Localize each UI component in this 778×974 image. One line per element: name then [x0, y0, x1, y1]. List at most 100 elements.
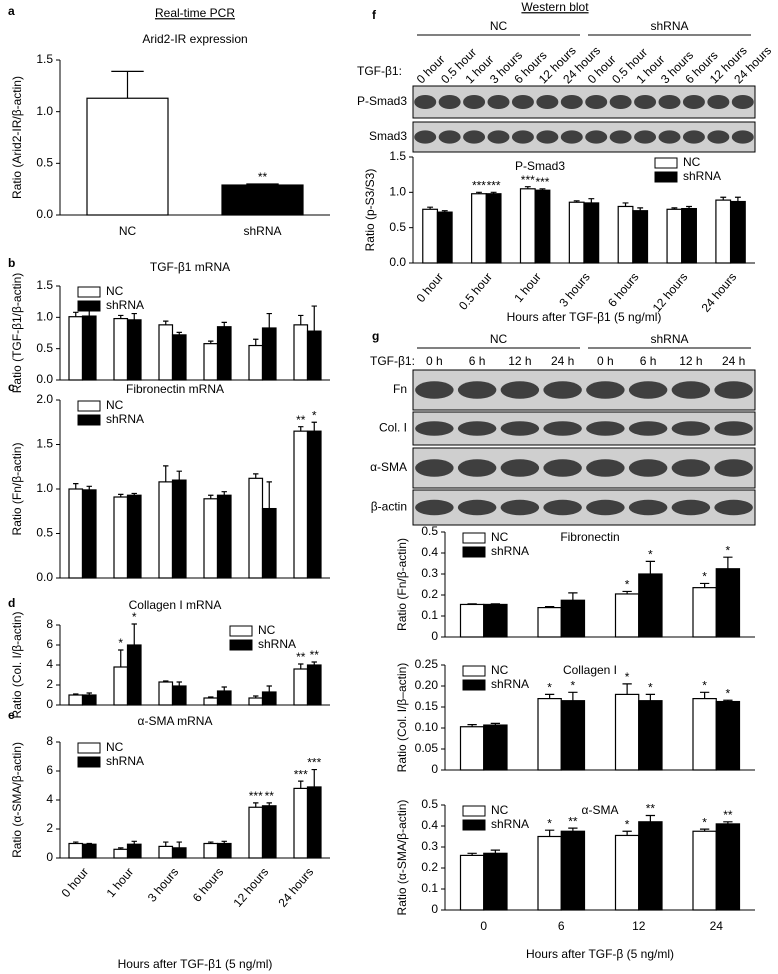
error-bar	[131, 492, 137, 496]
panel-letter: f	[372, 8, 377, 22]
error-bar	[467, 852, 477, 856]
error-bar	[671, 207, 678, 210]
error-bar	[131, 840, 137, 845]
bar	[715, 568, 741, 638]
significance: *	[547, 681, 552, 695]
bar	[306, 430, 322, 579]
y-tick-label: 2.0	[36, 392, 53, 406]
lane-label: 0 h	[426, 354, 443, 368]
legend-label: NC	[106, 398, 124, 412]
legend-label: NC	[491, 803, 509, 817]
error-bar	[622, 830, 632, 836]
chart-title: Fibronectin	[560, 530, 619, 544]
blot-band	[438, 94, 461, 110]
blot-band	[438, 130, 461, 144]
legend-label: shRNA	[491, 544, 529, 558]
blot-band	[707, 130, 730, 144]
significance: *	[726, 543, 731, 557]
blot-band	[415, 499, 454, 516]
bar	[715, 199, 732, 264]
bar	[216, 326, 232, 381]
blot-band	[536, 130, 559, 144]
error-bar	[86, 485, 92, 490]
x-tick-label: 0 hour	[59, 865, 92, 900]
bar	[216, 842, 232, 859]
blot-band	[634, 130, 657, 144]
significance: ***	[307, 756, 321, 770]
chart-title: α-SMA mRNA	[138, 714, 213, 728]
y-axis-label: Ratio (Fn/β-actin)	[395, 538, 409, 631]
bar	[534, 189, 551, 264]
lane-label: 0 h	[597, 354, 614, 368]
error-bar	[720, 196, 727, 201]
bar	[158, 681, 174, 706]
bar	[216, 494, 232, 579]
error-bar	[588, 198, 595, 203]
bar	[617, 205, 634, 264]
error-bar	[568, 691, 578, 701]
error-bar	[266, 685, 272, 692]
error-bar	[221, 491, 227, 496]
x-tick-label: 0	[480, 919, 487, 933]
chart-title: Collagen I	[563, 663, 617, 677]
lane-label: 6 h	[469, 354, 486, 368]
y-tick-label: 0	[46, 850, 53, 864]
blot-band	[560, 130, 583, 144]
blot-band	[415, 459, 454, 477]
blot-band	[609, 130, 632, 144]
significance: *	[312, 408, 317, 422]
legend-label: NC	[258, 623, 276, 637]
chart-title: α-SMA	[582, 803, 619, 817]
bar	[248, 477, 264, 579]
blot-band	[586, 459, 625, 477]
bar	[436, 211, 453, 264]
lane-label: 24 h	[551, 354, 574, 368]
blot-band	[511, 94, 534, 110]
chart-header: Real-time PCR	[155, 6, 235, 20]
bar	[261, 507, 277, 579]
bar	[248, 344, 264, 381]
legend-swatch	[462, 532, 486, 544]
blot-band	[585, 130, 608, 144]
y-tick-label: 1.5	[36, 52, 53, 66]
legend-swatch	[77, 742, 101, 754]
x-tick-label: 6 hours	[190, 865, 226, 905]
blot-band	[731, 94, 754, 110]
error-bar	[266, 481, 272, 509]
bar	[113, 666, 129, 706]
blot-band	[628, 381, 668, 399]
bar	[537, 606, 562, 638]
blot-band	[457, 459, 497, 477]
bar	[81, 315, 97, 381]
error-bar	[176, 470, 182, 481]
lane-label: 12 h	[679, 354, 702, 368]
error-bar	[699, 691, 710, 699]
y-axis-label: Ratio (Col. I/β–actin)	[395, 663, 409, 773]
y-tick-label: 0	[431, 762, 438, 776]
error-bar	[298, 663, 304, 669]
blot-band	[543, 499, 582, 516]
error-bar	[544, 693, 555, 699]
bar	[692, 587, 717, 638]
y-tick-label: 0.10	[415, 720, 439, 734]
error-bar	[266, 312, 272, 328]
legend-swatch	[462, 679, 486, 691]
error-bar	[246, 183, 279, 186]
blot-band	[628, 499, 668, 516]
y-tick-label: 0.0	[389, 255, 406, 269]
significance: *	[547, 816, 552, 830]
error-bar	[118, 493, 124, 498]
y-tick-label: 1.0	[36, 310, 53, 324]
error-bar	[208, 841, 214, 844]
treatment-label: TGF-β1:	[357, 64, 402, 78]
error-bar	[490, 191, 497, 194]
blot-band	[457, 499, 497, 516]
blot-band	[536, 94, 559, 110]
x-axis-label: Hours after TGF-β1 (5 ng/ml)	[118, 957, 273, 971]
lane-label: 6 h	[640, 354, 657, 368]
error-bar	[622, 202, 629, 207]
y-tick-label: 8	[46, 617, 53, 631]
bar	[126, 319, 142, 381]
blot-band	[586, 499, 625, 516]
bar	[158, 481, 174, 579]
